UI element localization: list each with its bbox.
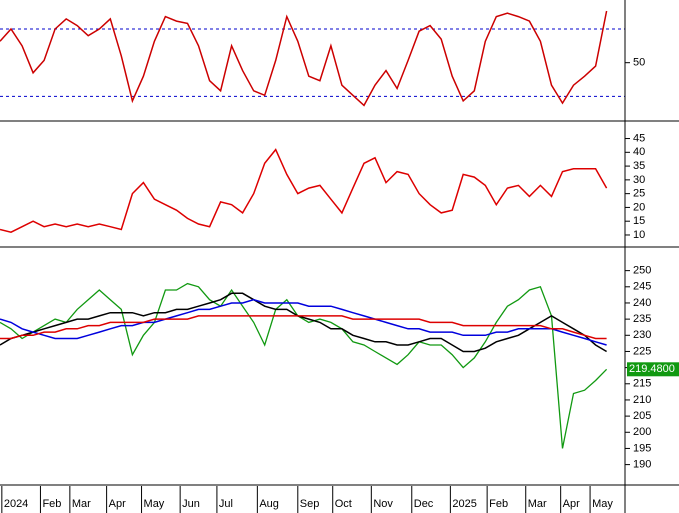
y-tick-label: 40 <box>633 146 645 158</box>
series-line <box>0 298 607 346</box>
x-tick-label: Aug <box>259 498 279 510</box>
y-tick-label: 15 <box>633 215 645 227</box>
x-tick-label: Nov <box>373 498 393 510</box>
y-tick-label: 20 <box>633 201 645 213</box>
x-tick-label: May <box>592 498 613 510</box>
x-tick-label: Feb <box>42 498 61 510</box>
y-tick-label: 50 <box>633 57 645 69</box>
series-line <box>0 148 608 233</box>
x-tick-label: Feb <box>489 498 508 510</box>
y-tick-label: 215 <box>633 378 651 390</box>
y-tick-label: 210 <box>633 394 651 406</box>
x-tick-label: May <box>144 498 165 510</box>
y-tick-label: 35 <box>633 160 645 172</box>
last-price-box <box>627 362 679 377</box>
y-tick-label: 200 <box>633 426 651 438</box>
x-tick-label: 2024 <box>4 498 28 510</box>
y-tick-label: 240 <box>633 297 651 309</box>
series-line <box>0 282 608 449</box>
series-line <box>0 292 607 353</box>
x-tick-label: 2025 <box>452 498 476 510</box>
y-tick-label: 10 <box>633 229 645 241</box>
y-tick-label: 235 <box>633 313 651 325</box>
series-line <box>0 315 607 340</box>
last-price-label: 219.4800 <box>629 363 675 375</box>
x-tick-label: Jun <box>182 498 200 510</box>
y-tick-label: 250 <box>633 265 651 277</box>
y-tick-label: 195 <box>633 442 651 454</box>
x-tick-label: Mar <box>528 498 547 510</box>
y-tick-label: 190 <box>633 459 651 471</box>
y-tick-label: 30 <box>633 174 645 186</box>
y-tick-label: 245 <box>633 281 651 293</box>
x-tick-label: Mar <box>72 498 91 510</box>
y-tick-label: 45 <box>633 132 645 144</box>
y-tick-label: 230 <box>633 329 651 341</box>
series-line <box>0 10 608 107</box>
x-tick-label: Apr <box>109 498 126 510</box>
x-tick-label: Oct <box>335 498 352 510</box>
y-tick-label: 25 <box>633 188 645 200</box>
x-tick-label: Dec <box>414 498 434 510</box>
x-tick-label: Jul <box>219 498 233 510</box>
x-tick-label: Apr <box>563 498 580 510</box>
y-tick-label: 225 <box>633 345 651 357</box>
x-tick-label: Sep <box>300 498 320 510</box>
y-tick-label: 205 <box>633 410 651 422</box>
